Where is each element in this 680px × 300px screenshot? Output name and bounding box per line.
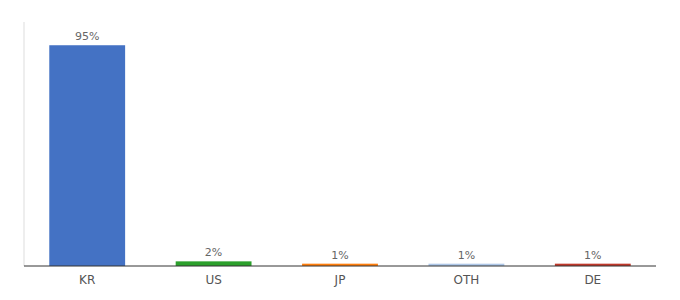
data-label: 1% xyxy=(458,249,475,262)
x-axis-line xyxy=(24,266,656,267)
x-tick-label: US xyxy=(205,273,221,287)
x-tick-label: KR xyxy=(79,273,95,287)
data-label: 2% xyxy=(205,246,222,259)
data-label: 1% xyxy=(331,249,348,262)
chart-container: KR US JP OTH DE 95% 2% 1% 1% 1% xyxy=(0,0,680,300)
bar xyxy=(176,261,252,266)
chart-svg: KR US JP OTH DE 95% 2% 1% 1% 1% xyxy=(0,0,680,300)
x-tick-label: OTH xyxy=(453,273,479,287)
x-tick-label: DE xyxy=(584,273,601,287)
data-label: 1% xyxy=(584,249,601,262)
data-label: 95% xyxy=(75,30,99,43)
bar xyxy=(49,45,125,266)
y-range-line xyxy=(24,22,25,266)
bars xyxy=(49,45,630,266)
x-tick-label: JP xyxy=(334,273,346,287)
